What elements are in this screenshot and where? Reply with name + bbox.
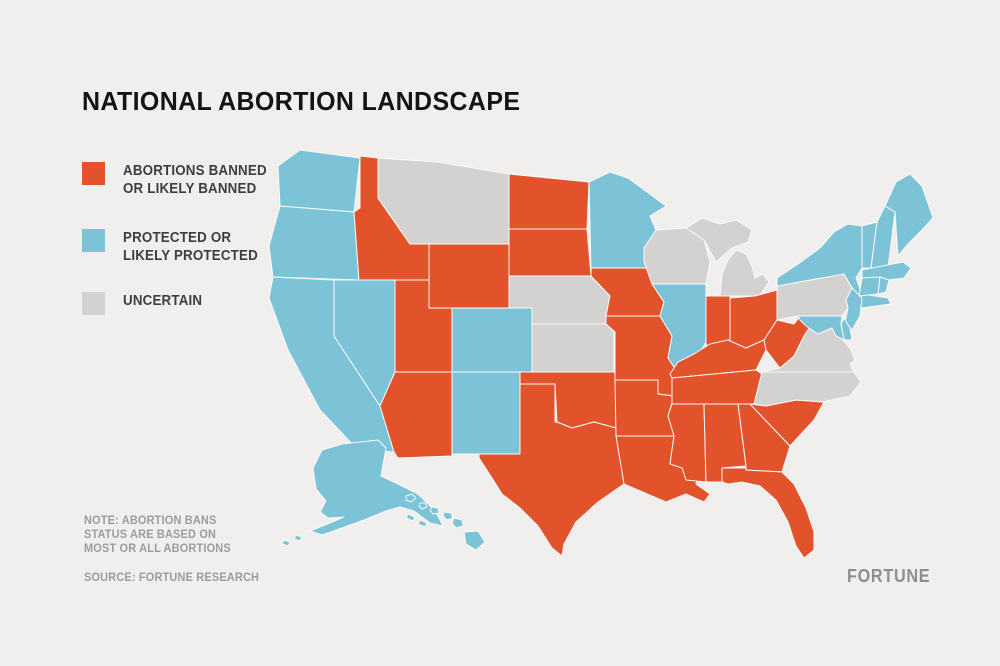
legend-item-protected: PROTECTED OR LIKELY PROTECTED [82,229,270,265]
note-text: NOTE: ABORTION BANS STATUS ARE BASED ON … [84,515,231,555]
legend-label-uncertain: UNCERTAIN [123,293,203,309]
fortune-logo: FORTUNE [847,566,931,586]
state-FL [721,467,815,559]
state-RI [877,276,890,295]
state-OR [268,205,360,281]
legend-swatch-protected [82,229,105,252]
legend-item-banned: ABORTIONS BANNED OR LIKELY BANNED [82,162,279,198]
legend-label-banned: ABORTIONS BANNED OR LIKELY BANNED [123,163,267,197]
legend-swatch-banned [82,162,105,185]
us-choropleth-map [268,149,934,559]
state-WA [277,149,361,213]
state-ME [884,173,934,257]
legend-label-protected: PROTECTED OR LIKELY PROTECTED [123,230,258,264]
source-text: SOURCE: FORTUNE RESEARCH [84,572,260,584]
state-KS [531,323,615,373]
legend-item-uncertain: UNCERTAIN [82,292,209,315]
state-MD [797,315,845,341]
state-TX [478,383,625,557]
state-HI [405,493,486,551]
state-ND [508,173,590,230]
state-NH [870,205,896,269]
state-WY [428,243,510,309]
state-AK [281,439,444,547]
state-NM [451,371,521,455]
legend-swatch-uncertain [82,292,105,315]
state-SD [508,228,592,277]
page-title: NATIONAL ABORTION LANDSCAPE [82,86,521,116]
state-NC [753,371,862,407]
state-CT [858,276,881,297]
state-CO [451,307,533,373]
